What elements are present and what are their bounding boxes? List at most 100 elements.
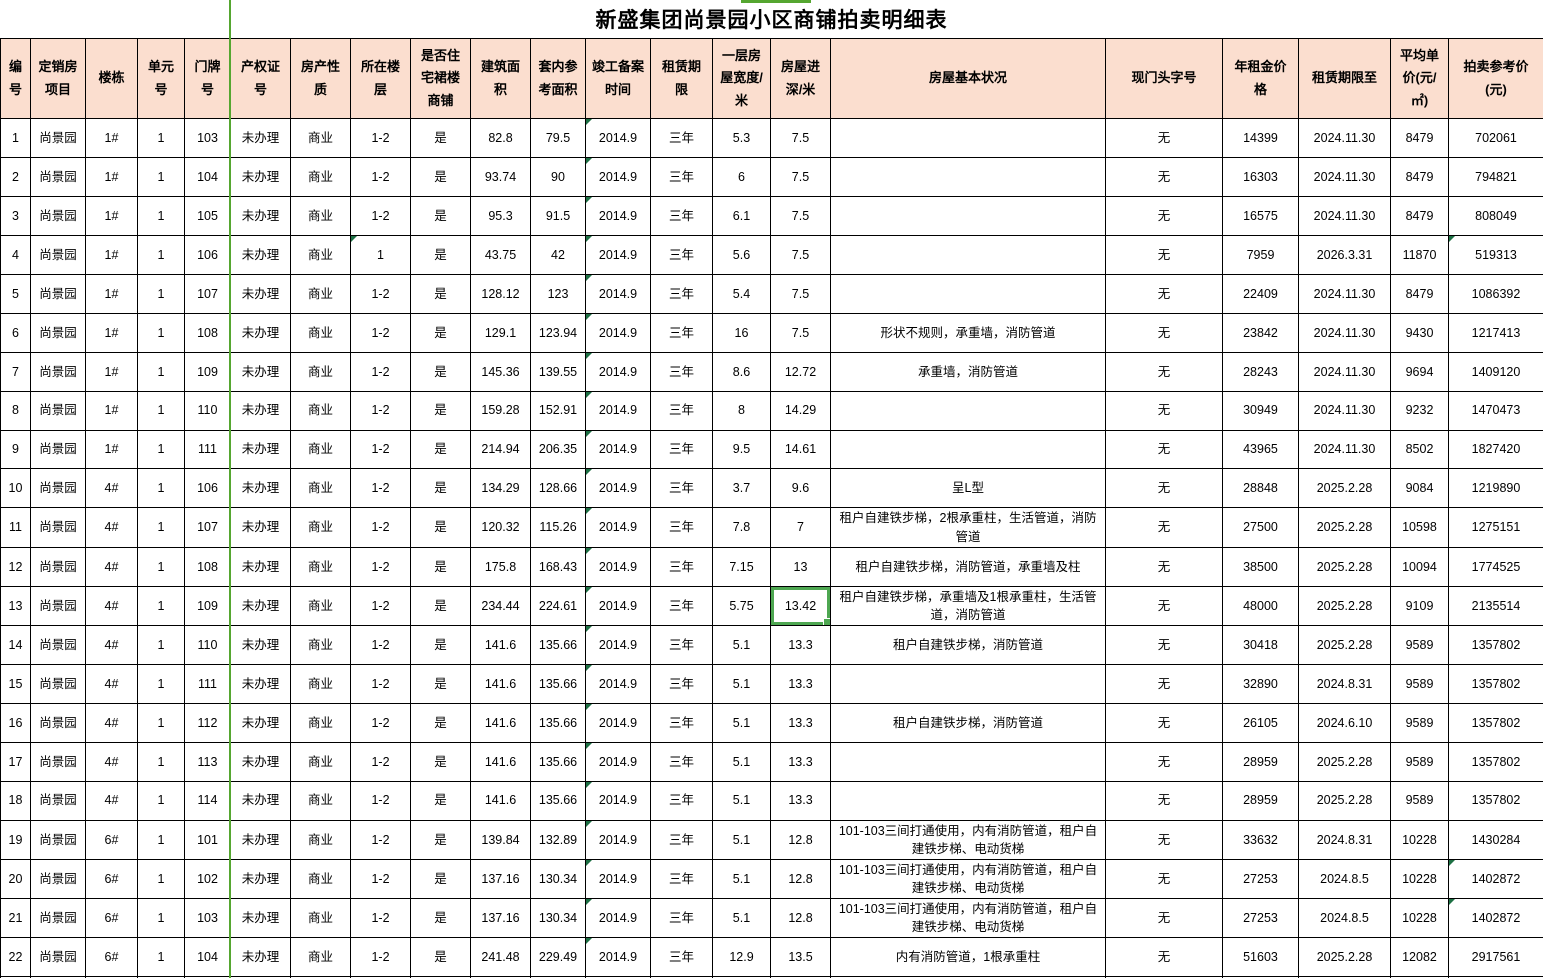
- cell-width[interactable]: 5.75: [712, 585, 771, 626]
- cell-width[interactable]: 7.15: [712, 546, 771, 587]
- cell-auction_price[interactable]: 1402872: [1448, 897, 1543, 939]
- cell-cert[interactable]: 未办理: [230, 937, 291, 978]
- cell-building[interactable]: 4#: [85, 780, 138, 821]
- col-header-id[interactable]: 编号: [0, 38, 31, 119]
- cell-area[interactable]: 120.32: [470, 507, 531, 548]
- cell-floor[interactable]: 1-2: [350, 819, 411, 860]
- cell-lease_until[interactable]: 2024.11.30: [1298, 118, 1391, 158]
- cell-nature[interactable]: 商业: [290, 118, 351, 158]
- col-header-lease_until[interactable]: 租赁期限至: [1298, 38, 1391, 119]
- cell-completion[interactable]: 2014.9: [585, 858, 651, 900]
- cell-completion[interactable]: 2014.9: [585, 118, 651, 158]
- cell-project[interactable]: 尚景园: [30, 624, 86, 665]
- cell-completion[interactable]: 2014.9: [585, 351, 651, 392]
- cell-building[interactable]: 6#: [85, 937, 138, 978]
- cell-project[interactable]: 尚景园: [30, 234, 86, 275]
- cell-unit_price[interactable]: 10228: [1390, 819, 1449, 860]
- cell-sign[interactable]: 无: [1105, 312, 1223, 353]
- cell-podium[interactable]: 是: [410, 937, 471, 978]
- cell-floor[interactable]: 1-2: [350, 195, 411, 236]
- col-header-width[interactable]: 一层房屋宽度/米: [712, 38, 771, 119]
- cell-podium[interactable]: 是: [410, 390, 471, 431]
- cell-unit_price[interactable]: 10228: [1390, 897, 1449, 939]
- cell-door[interactable]: 103: [184, 897, 231, 939]
- cell-project[interactable]: 尚景园: [30, 507, 86, 548]
- cell-cert[interactable]: 未办理: [230, 273, 291, 314]
- col-header-building[interactable]: 楼栋: [85, 38, 138, 119]
- cell-auction_price[interactable]: 1357802: [1448, 663, 1543, 704]
- cell-unit_price[interactable]: 9694: [1390, 351, 1449, 392]
- cell-condition[interactable]: 租户自建铁步梯，2根承重柱，生活管道，消防管道: [830, 507, 1106, 548]
- cell-unit[interactable]: 1: [137, 937, 185, 978]
- cell-nature[interactable]: 商业: [290, 702, 351, 743]
- cell-nature[interactable]: 商业: [290, 663, 351, 704]
- cell-depth[interactable]: 7.5: [770, 273, 831, 314]
- cell-rent[interactable]: 30418: [1222, 624, 1299, 665]
- cell-inner_area[interactable]: 91.5: [530, 195, 586, 236]
- cell-inner_area[interactable]: 90: [530, 156, 586, 197]
- cell-id[interactable]: 2: [0, 156, 31, 197]
- cell-unit[interactable]: 1: [137, 780, 185, 821]
- fill-handle[interactable]: [823, 617, 830, 625]
- cell-condition[interactable]: 101-103三间打通使用，内有消防管道，租户自建铁步梯、电动货梯: [830, 819, 1106, 860]
- cell-completion[interactable]: 2014.9: [585, 390, 651, 431]
- cell-width[interactable]: 3.7: [712, 468, 771, 509]
- cell-door[interactable]: 106: [184, 468, 231, 509]
- cell-completion[interactable]: 2014.9: [585, 546, 651, 587]
- cell-unit_price[interactable]: 10598: [1390, 507, 1449, 548]
- cell-area[interactable]: 95.3: [470, 195, 531, 236]
- col-header-unit_price[interactable]: 平均单价(元/㎡): [1390, 38, 1449, 119]
- cell-door[interactable]: 106: [184, 234, 231, 275]
- col-header-auction_price[interactable]: 拍卖参考价(元): [1448, 38, 1543, 119]
- cell-depth[interactable]: 13.5: [770, 937, 831, 978]
- cell-rent[interactable]: 26105: [1222, 702, 1299, 743]
- cell-rent[interactable]: 28848: [1222, 468, 1299, 509]
- cell-rent[interactable]: 27253: [1222, 858, 1299, 900]
- cell-inner_area[interactable]: 135.66: [530, 780, 586, 821]
- cell-lease_term[interactable]: 三年: [650, 858, 713, 900]
- cell-door[interactable]: 109: [184, 585, 231, 626]
- cell-building[interactable]: 6#: [85, 858, 138, 900]
- cell-condition[interactable]: [830, 156, 1106, 197]
- cell-width[interactable]: 8: [712, 390, 771, 431]
- cell-unit_price[interactable]: 9589: [1390, 624, 1449, 665]
- cell-condition[interactable]: [830, 390, 1106, 431]
- cell-lease_term[interactable]: 三年: [650, 702, 713, 743]
- cell-width[interactable]: 9.5: [712, 429, 771, 470]
- cell-lease_until[interactable]: 2025.2.28: [1298, 937, 1391, 978]
- cell-floor[interactable]: 1-2: [350, 585, 411, 626]
- cell-door[interactable]: 110: [184, 624, 231, 665]
- cell-lease_until[interactable]: 2026.3.31: [1298, 234, 1391, 275]
- cell-project[interactable]: 尚景园: [30, 312, 86, 353]
- cell-sign[interactable]: 无: [1105, 780, 1223, 821]
- cell-auction_price[interactable]: 1086392: [1448, 273, 1543, 314]
- cell-cert[interactable]: 未办理: [230, 546, 291, 587]
- cell-width[interactable]: 5.1: [712, 624, 771, 665]
- cell-condition[interactable]: [830, 195, 1106, 236]
- cell-auction_price[interactable]: 1217413: [1448, 312, 1543, 353]
- cell-width[interactable]: 5.1: [712, 819, 771, 860]
- cell-unit[interactable]: 1: [137, 624, 185, 665]
- cell-lease_until[interactable]: 2025.2.28: [1298, 624, 1391, 665]
- cell-lease_until[interactable]: 2024.6.10: [1298, 702, 1391, 743]
- cell-door[interactable]: 107: [184, 273, 231, 314]
- cell-area[interactable]: 141.6: [470, 780, 531, 821]
- cell-lease_until[interactable]: 2024.8.31: [1298, 663, 1391, 704]
- cell-floor[interactable]: 1-2: [350, 702, 411, 743]
- cell-floor[interactable]: 1-2: [350, 937, 411, 978]
- cell-lease_until[interactable]: 2025.2.28: [1298, 741, 1391, 782]
- cell-lease_term[interactable]: 三年: [650, 273, 713, 314]
- cell-door[interactable]: 111: [184, 663, 231, 704]
- sheet-title[interactable]: 新盛集团尚景园小区商铺拍卖明细表: [595, 8, 948, 32]
- cell-podium[interactable]: 是: [410, 273, 471, 314]
- cell-nature[interactable]: 商业: [290, 937, 351, 978]
- cell-auction_price[interactable]: 1774525: [1448, 546, 1543, 587]
- cell-rent[interactable]: 16575: [1222, 195, 1299, 236]
- cell-auction_price[interactable]: 2917561: [1448, 937, 1543, 978]
- cell-sign[interactable]: 无: [1105, 585, 1223, 626]
- cell-width[interactable]: 8.6: [712, 351, 771, 392]
- cell-lease_until[interactable]: 2025.2.28: [1298, 468, 1391, 509]
- cell-width[interactable]: 5.1: [712, 780, 771, 821]
- cell-condition[interactable]: [830, 429, 1106, 470]
- cell-rent[interactable]: 28959: [1222, 780, 1299, 821]
